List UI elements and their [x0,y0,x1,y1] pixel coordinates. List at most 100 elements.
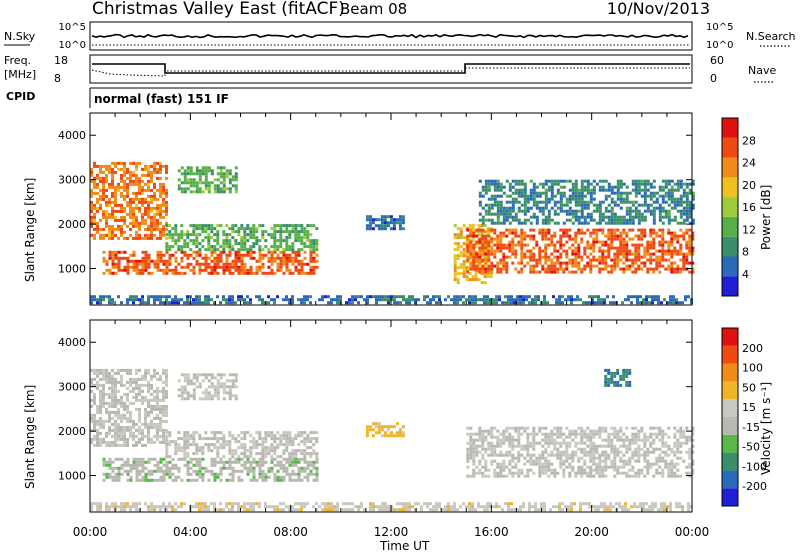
data-region [466,426,695,478]
data-region [165,431,319,459]
y-tick-label: 4000 [58,336,86,349]
colorbar-tick-label: 8 [742,246,749,259]
colorbar-swatch [722,381,738,400]
colorbar-swatch [722,452,738,471]
freq-tick-bottom: 8 [54,72,61,85]
data-region [90,161,168,240]
x-axis-tick-labels: 00:00 04:00 08:00 12:00 16:00 20:00 00:00 [73,525,710,539]
colorbar-tick-label: -100 [742,460,767,473]
data-region [466,228,695,274]
data-region [365,422,405,438]
x-tick-label: 20:00 [574,525,609,539]
colorbar-swatch [722,197,738,217]
y-tick-label: 3000 [58,174,86,187]
colorbar-swatch [722,216,738,237]
colorbar-swatch [722,470,738,489]
colorbar-swatch [722,345,738,364]
x-tick-label: 16:00 [474,525,509,539]
colorbar-swatch [722,236,738,257]
freq-trace [92,63,690,74]
data-region [102,250,319,275]
colorbar-tick-label: 200 [742,342,763,355]
colorbar-swatch [722,256,738,277]
velocity-colorbar: 200 100 50 15 -15 -50 -100 -200 [721,327,767,507]
data-region [177,373,238,401]
freq-strip: Freq. [MHz] 18 8 60 0 Nave [4,54,776,85]
colorbar-swatch [722,434,738,453]
power-colorbar-label: Power [dB] [759,185,773,250]
velocity-colorbar-label: Velocity [m s⁻¹] [759,382,773,475]
y-tick-label: 1000 [58,470,86,483]
colorbar-swatch [722,157,738,178]
power-ylabel: Slant Range [km] [23,178,37,282]
data-region [365,215,405,231]
colorbar-tick-label: 20 [742,179,756,192]
nsky-tick-bottom: 10^0 [59,40,86,51]
colorbar-tick-label: 24 [742,157,756,170]
y-tick-label: 1000 [58,263,86,276]
data-region [90,295,693,305]
nave-tick-top: 60 [710,54,724,67]
velocity-panel: Slant Range [km] 1000 2000 3000 4000 [23,319,695,513]
colorbar-tick-label: 4 [742,268,749,281]
data-region [604,368,632,387]
data-region [102,457,319,482]
y-tick-label: 2000 [58,218,86,231]
cpid-text: normal (fast) 151 IF [94,92,229,106]
colorbar-swatch [722,417,738,435]
nave-tick-bottom: 0 [710,72,717,85]
x-tick-label: 00:00 [73,525,108,539]
colorbar-swatch [722,177,738,198]
colorbar-swatch [722,488,738,506]
power-panel: Slant Range [km] 1000 2000 3000 4000 [23,112,695,306]
nave-trace [91,67,690,77]
colorbar-tick-label: -50 [742,441,760,454]
colorbar-swatch [722,363,738,382]
data-region [165,224,319,252]
data-region [90,368,168,447]
beam-label: Beam 08 [340,0,407,18]
x-tick-label: 04:00 [173,525,208,539]
nsky-strip: N.Sky 10^5 10^0 10^5 10^0 N.Search [4,21,796,51]
date-label: 10/Nov/2013 [607,0,710,18]
colorbar-tick-label: 15 [742,401,756,414]
nsearch-tick-bottom: 10^0 [706,40,733,51]
colorbar-tick-label: 12 [742,223,756,236]
station-title: Christmas Valley East (fitACF) [92,0,345,19]
x-tick-label: 00:00 [675,525,710,539]
colorbar-swatch [722,276,738,296]
power-colorbar: 4 8 12 16 20 24 28 [721,117,756,297]
nsky-label: N.Sky [4,30,36,43]
velocity-ylabel: Slant Range [km] [23,385,37,489]
y-tick-label: 2000 [58,425,86,438]
colorbar-swatch [722,399,738,417]
colorbar-tick-label: 28 [742,134,756,147]
power-heatmap [90,161,695,305]
freq-label: Freq. [4,54,31,67]
nsearch-tick-top: 10^5 [706,22,733,33]
x-tick-label: 12:00 [374,525,409,539]
nsky-tick-top: 10^5 [59,22,86,33]
freq-unit-label: [MHz] [4,68,36,81]
nsearch-label: N.Search [746,30,796,43]
nave-label: Nave [748,64,776,77]
y-tick-label: 3000 [58,381,86,394]
colorbar-tick-label: 16 [742,201,756,214]
velocity-heatmap [90,368,695,512]
data-region [90,502,693,512]
x-tick-label: 08:00 [273,525,308,539]
colorbar-swatch [722,137,738,158]
data-region [478,179,695,225]
colorbar-tick-label: 50 [742,381,756,394]
colorbar-swatch [722,118,738,138]
freq-tick-top: 18 [54,54,68,67]
y-tick-label: 4000 [58,129,86,142]
colorbar-tick-label: 100 [742,362,763,375]
cpid-label: CPID [6,90,35,103]
colorbar-tick-label: -15 [742,421,760,434]
colorbar-tick-label: -200 [742,480,767,493]
colorbar-swatch [722,328,738,346]
x-axis-label: Time UT [379,539,430,553]
cpid-strip: CPID normal (fast) 151 IF [6,87,692,108]
